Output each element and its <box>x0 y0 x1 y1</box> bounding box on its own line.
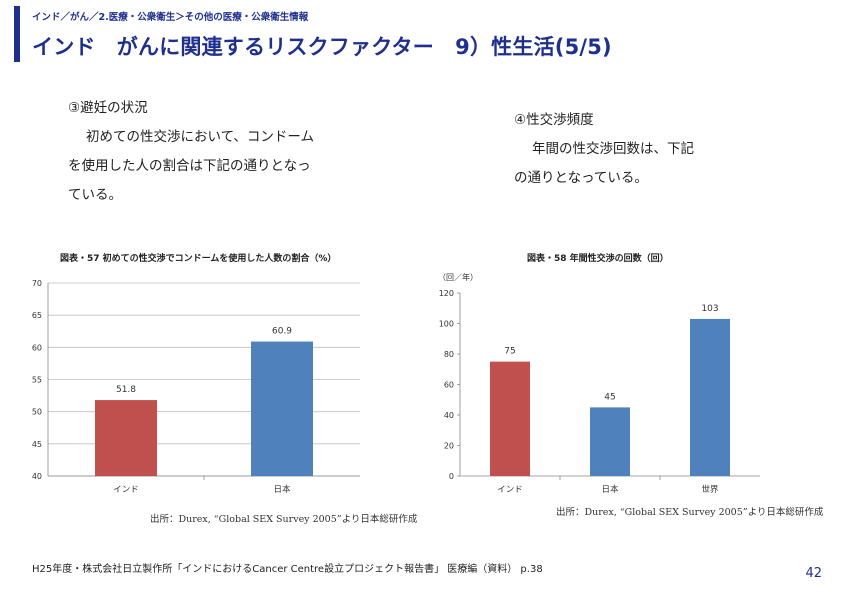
y-tick-label: 50 <box>32 408 42 417</box>
bar <box>590 407 630 476</box>
x-tick-label: 日本 <box>273 484 291 495</box>
body-text-line: ている。 <box>68 187 122 203</box>
page-number: 42 <box>805 566 822 581</box>
y-tick-label: 60 <box>32 343 42 352</box>
data-label: 60.9 <box>272 327 292 337</box>
bar <box>490 361 530 476</box>
section-frequency: ④性交渉頻度 年間の性交渉回数は、下記 の通りとなっている。 <box>514 106 694 193</box>
chart-source: 出所：Durex, “Global SEX Survey 2005”より日本総研… <box>556 507 824 518</box>
bar <box>95 400 157 476</box>
body-text-line: を使用した人の割合は下記の通りとなっ <box>68 158 311 174</box>
y-tick-label: 55 <box>32 376 42 385</box>
bar <box>251 341 313 476</box>
chart-caption: 図表・58 年間性交渉の回数（回） <box>527 254 669 264</box>
y-tick-label: 60 <box>444 381 454 390</box>
y-tick-label: 45 <box>32 440 42 449</box>
section-contraception: ③避妊の状況 初めての性交渉において、コンドーム を使用した人の割合は下記の通り… <box>68 94 314 210</box>
y-tick-label: 65 <box>32 311 42 320</box>
breadcrumb: インド／がん／2.医療・公衆衛生＞その他の医療・公衆衛生情報 <box>32 12 309 23</box>
x-tick-label: インド <box>113 485 139 495</box>
title-accent-bar <box>14 6 20 62</box>
x-tick-label: 日本 <box>601 484 619 495</box>
y-tick-label: 20 <box>444 442 454 451</box>
chart-caption: 図表・57 初めての性交渉でコンドームを使用した人数の割合（%） <box>60 254 337 264</box>
body-text-line: 初めての性交渉において、コンドーム <box>86 129 315 145</box>
x-tick-label: 世界 <box>701 484 719 495</box>
y-axis-unit: （回／年） <box>438 272 478 282</box>
section-heading: ④性交渉頻度 <box>514 112 594 128</box>
data-label: 45 <box>604 392 615 402</box>
body-text-line: 年間の性交渉回数は、下記 <box>532 141 694 157</box>
y-tick-label: 0 <box>449 472 454 481</box>
chart-source: 出所：Durex, “Global SEX Survey 2005”より日本総研… <box>150 514 418 525</box>
body-text-line: の通りとなっている。 <box>514 170 648 186</box>
y-tick-label: 40 <box>444 411 454 420</box>
data-label: 51.8 <box>116 385 136 395</box>
y-tick-label: 120 <box>439 289 454 298</box>
y-tick-label: 40 <box>32 472 42 481</box>
x-tick-label: インド <box>497 485 523 495</box>
section-heading: ③避妊の状況 <box>68 100 148 116</box>
page-title: インド がんに関連するリスクファクター 9）性生活(5/5) <box>32 35 612 59</box>
footer-citation: H25年度・株式会社日立製作所「インドにおけるCancer Centre設立プロ… <box>32 564 543 575</box>
y-tick-label: 100 <box>439 320 454 329</box>
bar <box>690 318 730 476</box>
y-tick-label: 70 <box>32 279 42 288</box>
y-tick-label: 80 <box>444 350 454 359</box>
data-label: 75 <box>504 347 515 357</box>
data-label: 103 <box>701 304 718 314</box>
